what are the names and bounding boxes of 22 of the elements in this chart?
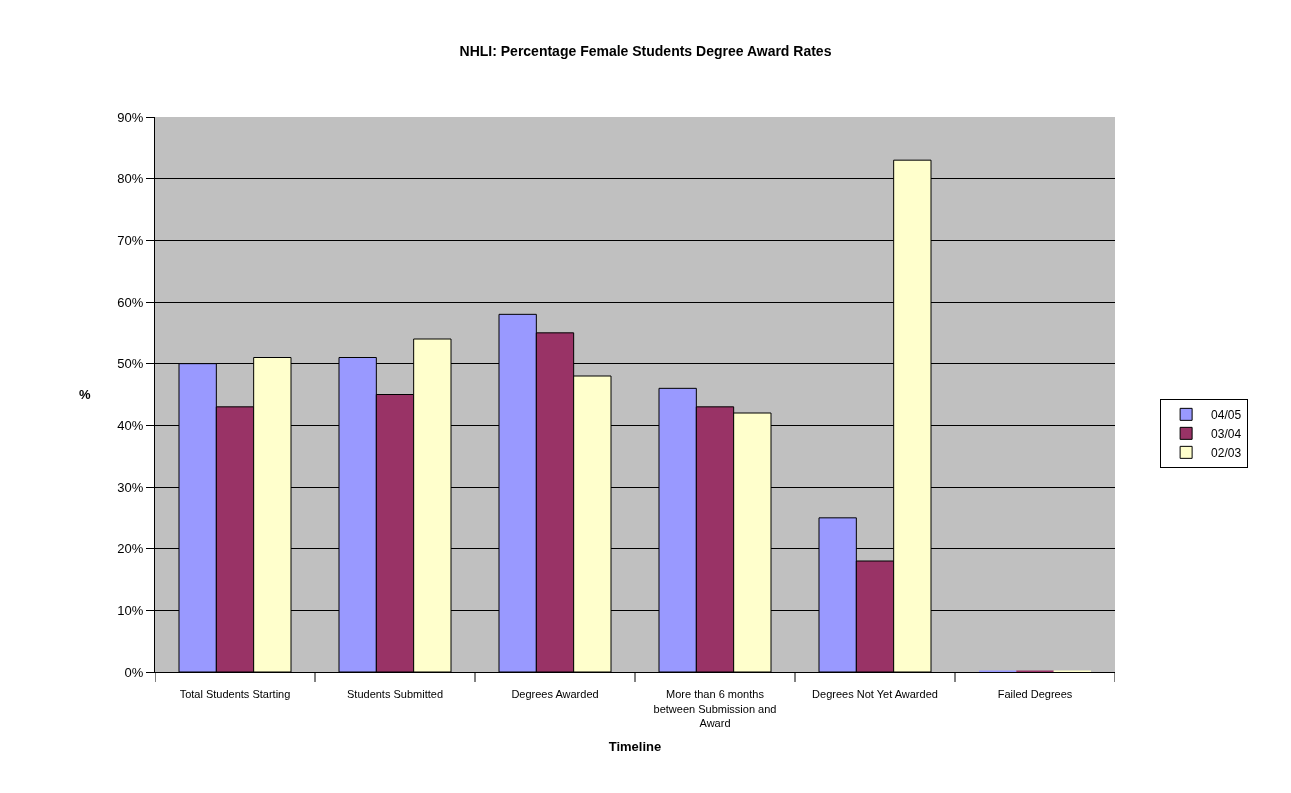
y-tick-label: 80% xyxy=(117,171,144,187)
y-tick-label: 90% xyxy=(117,109,144,125)
legend-label: 04/05 xyxy=(1211,408,1242,423)
y-tick-label: 50% xyxy=(117,356,144,372)
x-tick-label: Degrees Awarded xyxy=(511,688,599,701)
legend-label: 02/03 xyxy=(1211,446,1242,461)
x-tick-label: Degrees Not Yet Awarded xyxy=(812,688,938,701)
legend-label: 03/04 xyxy=(1211,427,1242,442)
x-tick-label: Total Students Starting xyxy=(179,688,291,701)
y-tick-label: 20% xyxy=(117,541,144,557)
x-tick-label: Failed Degrees xyxy=(997,688,1073,701)
y-axis-title: % xyxy=(79,387,91,402)
y-tick-label: 10% xyxy=(117,602,144,618)
y-tick-label: 40% xyxy=(117,417,144,433)
x-tick-label: Students Submitted xyxy=(346,688,444,701)
x-tick-label: More than 6 months between Submission and Award xyxy=(653,688,777,729)
y-tick-label: 70% xyxy=(117,232,144,248)
x-axis-title: Timeline xyxy=(608,739,662,755)
y-tick-label: 60% xyxy=(117,294,144,310)
y-tick-label: 30% xyxy=(117,479,144,495)
y-tick-label: 0% xyxy=(124,664,144,680)
chart-title: NHLI: Percentage Female Students Degree Award Rates xyxy=(459,43,832,60)
